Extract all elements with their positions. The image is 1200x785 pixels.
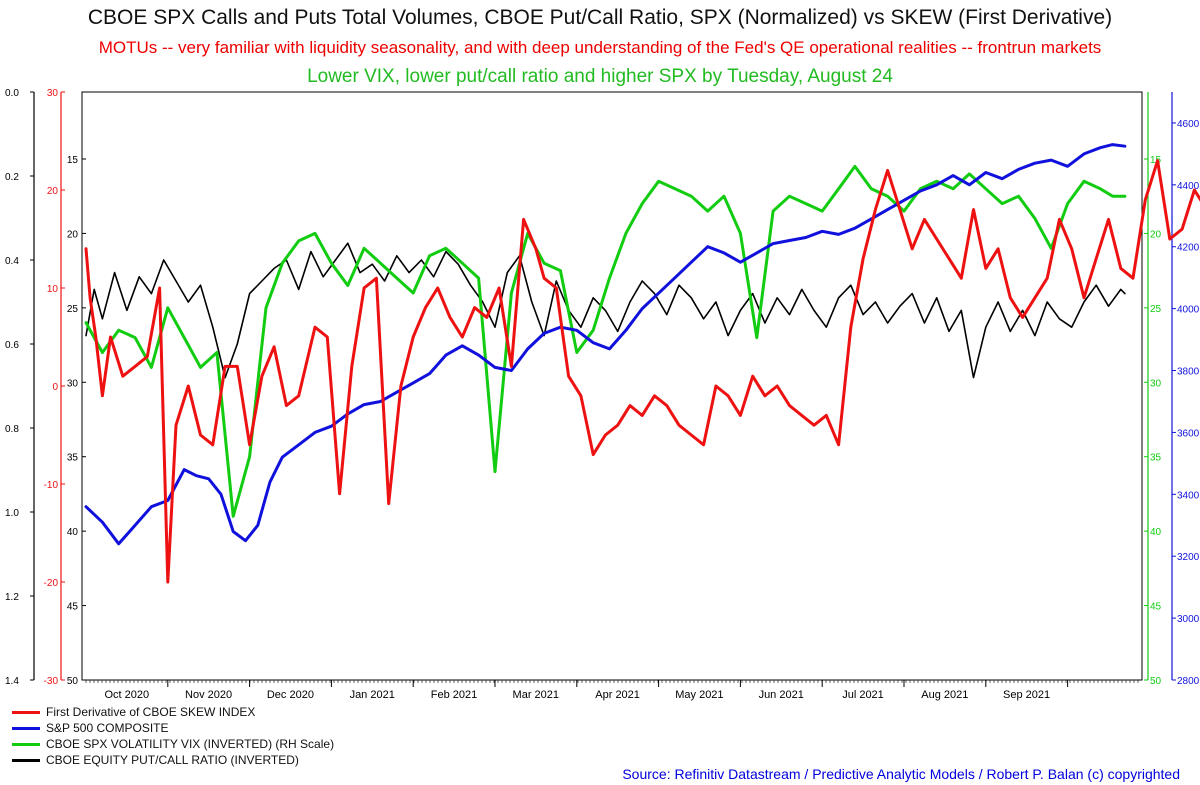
vix-right-tick-label: 30 [1150, 378, 1162, 389]
x-tick-label: Nov 2020 [185, 689, 232, 701]
vix-left-tick-label: 40 [67, 527, 79, 538]
legend-swatch-putcall [12, 758, 40, 762]
vix-right-tick-label: 50 [1150, 676, 1162, 687]
putcall-tick-label: 1.4 [5, 676, 19, 687]
legend-label-putcall: CBOE EQUITY PUT/CALL RATIO (INVERTED) [46, 753, 299, 767]
putcall-tick-label: 0.0 [5, 88, 19, 99]
series-line-putcall-inverted [85, 242, 1126, 379]
putcall-tick-label: 0.2 [5, 172, 19, 183]
spx-tick-label: 3200 [1177, 552, 1200, 563]
legend: First Derivative of CBOE SKEW INDEX S&P … [12, 704, 334, 768]
spx-tick-label: 3000 [1177, 614, 1200, 625]
x-tick-label: Jul 2021 [842, 689, 884, 701]
vix-left-tick-label: 35 [67, 453, 79, 464]
legend-label-spx: S&P 500 COMPOSITE [46, 721, 169, 735]
skew-tick-label: 20 [47, 186, 59, 197]
legend-item-vix: CBOE SPX VOLATILITY VIX (INVERTED) (RH S… [12, 736, 334, 752]
vix-right-tick-label: 25 [1150, 304, 1162, 315]
spx-tick-label: 4400 [1177, 181, 1200, 192]
legend-item-skew: First Derivative of CBOE SKEW INDEX [12, 704, 334, 720]
skew-tick-label: -10 [44, 480, 59, 491]
legend-label-skew: First Derivative of CBOE SKEW INDEX [46, 705, 256, 719]
spx-tick-label: 4000 [1177, 305, 1200, 316]
x-tick-label: May 2021 [675, 689, 723, 701]
putcall-tick-label: 0.8 [5, 424, 19, 435]
x-tick-label: Apr 2021 [595, 689, 640, 701]
chart-subtitle-green: Lower VIX, lower put/call ratio and high… [307, 66, 893, 87]
x-tick-label: Mar 2021 [513, 689, 559, 701]
legend-label-vix: CBOE SPX VOLATILITY VIX (INVERTED) (RH S… [46, 737, 335, 751]
skew-tick-label: 10 [47, 284, 59, 295]
vix-left-tick-label: 25 [67, 304, 79, 315]
x-tick-label: Jan 2021 [350, 689, 395, 701]
vix-right-tick-label: 40 [1150, 527, 1162, 538]
series-line-skew-derivative [84, 159, 1200, 584]
x-tick-label: Aug 2021 [921, 689, 968, 701]
spx-tick-label: 3400 [1177, 490, 1200, 501]
putcall-tick-label: 0.6 [5, 340, 19, 351]
putcall-tick-label: 1.2 [5, 592, 19, 603]
skew-tick-label: 0 [52, 382, 58, 393]
x-tick-label: Dec 2020 [267, 689, 314, 701]
legend-item-spx: S&P 500 COMPOSITE [12, 720, 334, 736]
vix-right-tick-label: 45 [1150, 602, 1162, 613]
spx-tick-label: 2800 [1177, 676, 1200, 687]
vix-left-tick-label: 30 [67, 378, 79, 389]
vix-right-tick-label: 20 [1150, 229, 1162, 240]
legend-swatch-spx [12, 726, 40, 730]
chart-title: CBOE SPX Calls and Puts Total Volumes, C… [87, 6, 1113, 29]
vix-left-tick-label: 50 [67, 676, 79, 687]
source-note: Source: Refinitiv Datastream / Predictiv… [622, 766, 1180, 782]
spx-tick-label: 3800 [1177, 367, 1200, 378]
series-line-vix-inverted [84, 164, 1127, 518]
putcall-tick-label: 1.0 [5, 508, 19, 519]
x-tick-label: Jun 2021 [759, 689, 804, 701]
skew-tick-label: -30 [44, 676, 59, 687]
vix-right-tick-label: 35 [1150, 453, 1162, 464]
legend-swatch-skew [12, 710, 40, 714]
series-line-spx [84, 143, 1127, 546]
legend-item-putcall: CBOE EQUITY PUT/CALL RATIO (INVERTED) [12, 752, 334, 768]
chart-subtitle-red: MOTUs -- very familiar with liquidity se… [98, 38, 1102, 57]
vix-left-tick-label: 45 [67, 602, 79, 613]
vix-left-tick-label: 15 [67, 155, 79, 166]
legend-swatch-vix [12, 742, 40, 746]
x-tick-label: Sep 2021 [1003, 689, 1050, 701]
skew-tick-label: -20 [44, 578, 59, 589]
spx-tick-label: 4600 [1177, 119, 1200, 130]
x-tick-label: Oct 2020 [104, 689, 149, 701]
vix-right-tick-label: 15 [1150, 155, 1162, 166]
skew-tick-label: 30 [47, 88, 59, 99]
putcall-tick-label: 0.4 [5, 256, 19, 267]
x-tick-label: Feb 2021 [431, 689, 477, 701]
spx-tick-label: 4200 [1177, 243, 1200, 254]
spx-tick-label: 3600 [1177, 428, 1200, 439]
vix-left-tick-label: 20 [67, 229, 79, 240]
